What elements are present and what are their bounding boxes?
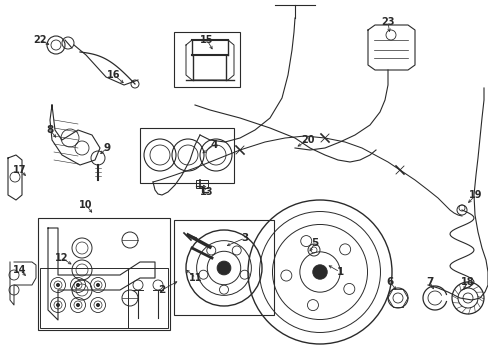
- Text: 22: 22: [33, 35, 47, 45]
- Circle shape: [57, 284, 60, 287]
- Text: 9: 9: [103, 143, 110, 153]
- Text: 4: 4: [210, 140, 217, 150]
- Text: 17: 17: [13, 165, 27, 175]
- Bar: [40, 268, 128, 328]
- Text: 19: 19: [468, 190, 482, 200]
- Text: 5: 5: [311, 238, 318, 248]
- Text: 23: 23: [381, 17, 394, 27]
- Text: 18: 18: [460, 277, 474, 287]
- Circle shape: [96, 284, 99, 287]
- Text: 6: 6: [386, 277, 393, 287]
- Circle shape: [57, 303, 60, 306]
- Bar: [196, 180, 207, 188]
- Circle shape: [76, 284, 80, 287]
- Text: 10: 10: [79, 200, 93, 210]
- Bar: [140, 128, 234, 183]
- Circle shape: [76, 303, 80, 306]
- Text: 15: 15: [200, 35, 213, 45]
- Text: 2: 2: [158, 285, 165, 295]
- Text: 12: 12: [55, 253, 69, 263]
- Text: 20: 20: [301, 135, 314, 145]
- Text: 16: 16: [107, 70, 121, 80]
- Text: 8: 8: [46, 125, 54, 135]
- Text: 13: 13: [200, 187, 213, 197]
- Circle shape: [217, 261, 230, 275]
- Text: 3: 3: [241, 233, 248, 243]
- Bar: [174, 220, 273, 315]
- Text: 1: 1: [336, 267, 343, 277]
- Circle shape: [96, 303, 99, 306]
- Circle shape: [312, 265, 326, 279]
- Text: 14: 14: [13, 265, 27, 275]
- Bar: [128, 268, 168, 328]
- Bar: [38, 218, 170, 330]
- Bar: [174, 32, 240, 87]
- Text: 7: 7: [426, 277, 433, 287]
- Text: 11: 11: [189, 273, 203, 283]
